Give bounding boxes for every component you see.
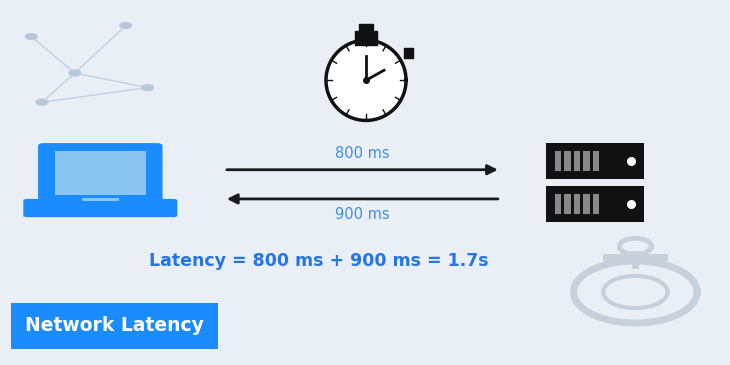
Bar	[546, 143, 645, 179]
Bar	[583, 194, 590, 214]
Bar	[574, 151, 580, 171]
Bar	[55, 151, 146, 195]
Bar	[583, 151, 590, 171]
Circle shape	[26, 34, 37, 39]
Bar	[11, 303, 218, 349]
Bar	[593, 151, 599, 171]
Text: 800 ms: 800 ms	[335, 146, 390, 161]
FancyBboxPatch shape	[23, 199, 177, 217]
Bar	[564, 194, 571, 214]
Circle shape	[142, 85, 153, 91]
Bar	[593, 194, 599, 214]
Bar	[555, 194, 561, 214]
FancyBboxPatch shape	[38, 143, 163, 204]
Bar	[82, 198, 118, 201]
Circle shape	[36, 99, 48, 105]
Text: Latency = 800 ms + 900 ms = 1.7s: Latency = 800 ms + 900 ms = 1.7s	[149, 252, 488, 270]
Text: 900 ms: 900 ms	[335, 207, 390, 222]
Bar	[564, 151, 571, 171]
Bar	[555, 151, 561, 171]
Text: Network Latency: Network Latency	[25, 316, 204, 335]
Bar	[574, 194, 580, 214]
Polygon shape	[326, 40, 406, 120]
Circle shape	[120, 23, 131, 28]
Bar	[546, 186, 645, 222]
Circle shape	[69, 70, 80, 76]
